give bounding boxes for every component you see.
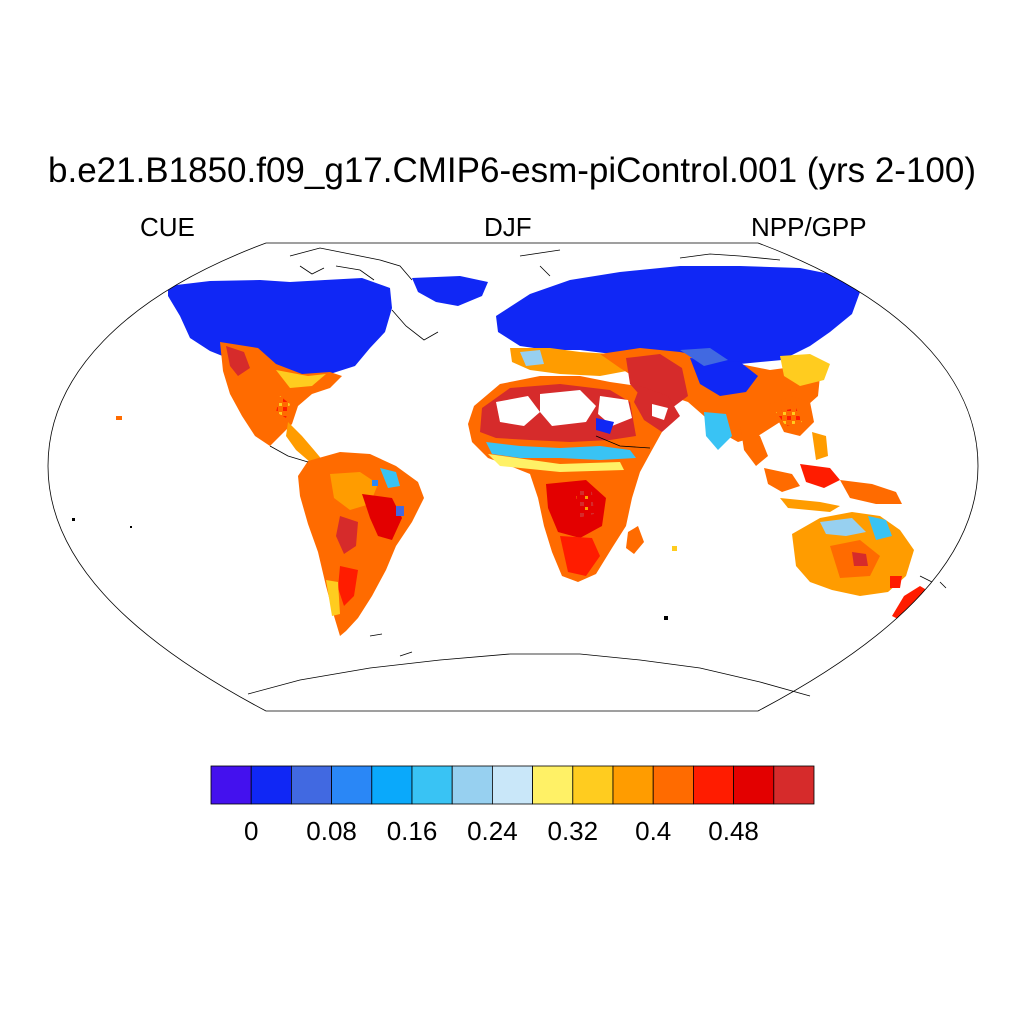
map-boundary	[47, 242, 979, 712]
colorbar-label-0: 0	[244, 816, 258, 846]
colorbar-box-3	[331, 765, 373, 805]
colorbar-box-13	[733, 765, 775, 805]
colorbar-labels: 0 0.08 0.16 0.24 0.32 0.4 0.48	[244, 816, 759, 846]
colorbar-box-10	[612, 765, 654, 805]
colorbar-box-0	[210, 765, 252, 805]
land-field	[168, 266, 930, 636]
colorbar-box-7	[491, 765, 533, 805]
colorbar-box-4	[371, 765, 413, 805]
colorbar-box-1	[250, 765, 292, 805]
colorbar: 0 0.08 0.16 0.24 0.32 0.4 0.48	[210, 765, 815, 846]
colorbar-label-2: 0.16	[387, 816, 438, 846]
colorbar-boxes	[210, 765, 815, 805]
center-string: DJF	[484, 212, 532, 242]
coastlines	[247, 247, 947, 697]
colorbar-label-5: 0.4	[635, 816, 671, 846]
left-string: CUE	[140, 212, 195, 242]
north-america	[168, 278, 392, 474]
colorbar-box-12	[692, 765, 734, 805]
colorbar-label-3: 0.24	[467, 816, 518, 846]
eurasia	[496, 266, 860, 466]
islands	[72, 416, 677, 620]
colorbar-box-9	[572, 765, 614, 805]
africa	[468, 376, 662, 582]
colorbar-box-2	[291, 765, 333, 805]
right-string: NPP/GPP	[751, 212, 867, 242]
colorbar-label-4: 0.32	[547, 816, 598, 846]
colorbar-label-6: 0.48	[708, 816, 759, 846]
colorbar-box-11	[652, 765, 694, 805]
colorbar-label-1: 0.08	[306, 816, 357, 846]
maritime-continent	[764, 432, 902, 512]
colorbar-box-8	[532, 765, 574, 805]
colorbar-box-6	[451, 765, 493, 805]
colorbar-box-5	[411, 765, 453, 805]
south-america	[298, 452, 424, 636]
greenland	[412, 276, 488, 306]
colorbar-box-14	[773, 765, 815, 805]
robinson-map	[47, 242, 979, 712]
plot-title: b.e21.B1850.f09_g17.CMIP6-esm-piControl.…	[48, 151, 976, 190]
australia	[792, 512, 930, 620]
